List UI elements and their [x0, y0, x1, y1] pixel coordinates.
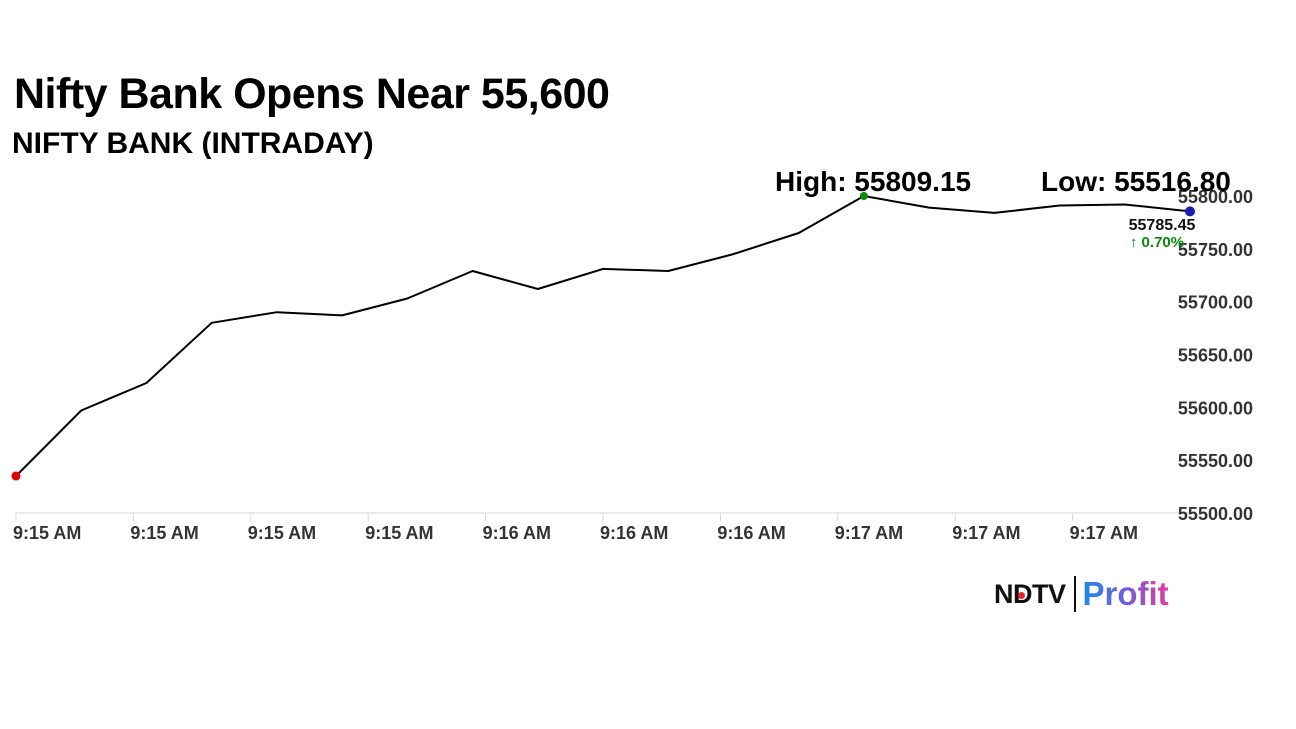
series-line: [15, 195, 1191, 477]
y-tick-label: 55650.00: [1178, 346, 1253, 366]
x-tick-label: 9:16 AM: [483, 523, 551, 543]
headline: Nifty Bank Opens Near 55,600: [14, 70, 610, 118]
x-tick-label: 9:16 AM: [717, 523, 785, 543]
y-tick-label: 55600.00: [1178, 398, 1253, 418]
start-point-marker: [11, 471, 21, 481]
x-tick-label: 9:16 AM: [600, 523, 668, 543]
x-tick-label: 9:17 AM: [835, 523, 903, 543]
x-tick-label: 9:15 AM: [248, 523, 316, 543]
logo-red-dot: [1018, 592, 1025, 599]
high-label: High: 55809.15: [775, 166, 972, 197]
x-tick-label: 9:15 AM: [365, 523, 433, 543]
y-tick-label: 55700.00: [1178, 293, 1253, 313]
y-tick-label: 55500.00: [1178, 504, 1253, 524]
x-tick-label: 9:15 AM: [13, 523, 81, 543]
x-tick-label: 9:17 AM: [952, 523, 1020, 543]
ndtv-profit-logo: NDTV Profit: [994, 572, 1169, 616]
chart-title: NIFTY BANK (INTRADAY): [12, 127, 374, 160]
y-tick-label: 55800.00: [1178, 187, 1253, 207]
logo-separator: [1073, 576, 1076, 612]
logo-ndtv-text: NDTV: [994, 578, 1066, 609]
change-percent-label: ↑ 0.70%: [1130, 234, 1184, 251]
logo-profit-text: Profit: [1082, 575, 1169, 612]
x-tick-label: 9:15 AM: [130, 523, 198, 543]
last-value-label: 55785.45: [1129, 217, 1196, 234]
x-tick-label: 9:17 AM: [1070, 523, 1138, 543]
last-point-marker: [1185, 206, 1195, 217]
high-point-marker: [859, 192, 868, 200]
y-tick-label: 55750.00: [1178, 240, 1253, 260]
low-label: Low: 55516.80: [1041, 166, 1231, 197]
y-tick-label: 55550.00: [1178, 451, 1253, 471]
